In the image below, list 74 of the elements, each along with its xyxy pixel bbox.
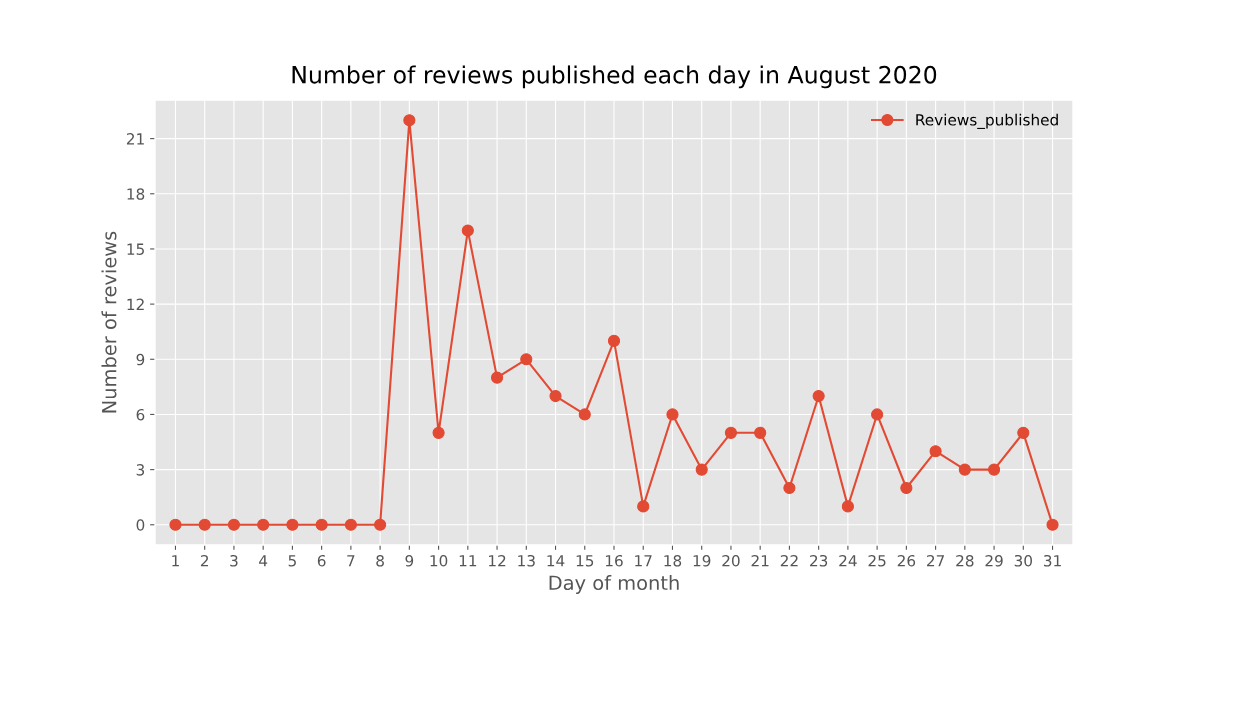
chart-title: Number of reviews published each day in August 2020 [292,65,937,89]
point [227,518,241,531]
y-tick-label: 21 [126,133,144,145]
point [812,389,825,403]
x-tick-label: 23 [810,554,828,567]
x-tick-label: 3 [230,554,238,567]
y-tick-label: 3 [136,464,145,476]
x-tick-label: 17 [635,555,652,567]
point [666,408,679,421]
x-tick-label: 31 [1043,554,1061,567]
x-tick-label: 8 [376,554,384,567]
point [490,371,504,384]
x-tick-label: 11 [459,555,477,567]
point [374,518,387,531]
point [578,408,591,421]
point [461,224,474,237]
point [754,426,767,439]
point [841,500,854,513]
x-tick-label: 4 [259,555,268,567]
point [637,500,650,513]
x-tick-label: 13 [518,554,535,567]
point [169,518,182,531]
y-tick-label: 12 [127,298,144,310]
x-tick-label: 7 [347,555,355,567]
point [286,518,299,531]
point [549,389,562,403]
point [432,426,445,439]
x-tick-label: 12 [489,554,506,567]
x-tick-label: 5 [288,555,296,567]
x-tick-label: 30 [1014,554,1033,567]
x-tick-label: 2 [200,554,209,567]
point [257,518,270,531]
point [1017,426,1030,439]
y-tick-label: 9 [136,353,145,366]
x-tick-label: 16 [605,554,623,567]
x-tick-label: 26 [897,554,916,567]
y-tick-label: 6 [136,408,145,421]
legend-label: Reviews_published [916,113,1058,129]
point [724,426,738,439]
point [871,408,884,421]
x-tick-label: 29 [985,554,1003,567]
y-tick-label: 18 [127,188,145,200]
x-tick-label: 1 [172,555,179,567]
x-tick-label: 24 [839,554,857,567]
point [900,481,913,495]
point [695,463,708,476]
x-tick-label: 15 [576,555,594,567]
point [783,481,796,495]
x-tick-label: 22 [780,554,798,567]
x-tick-label: 25 [868,554,886,567]
x-tick-label: 28 [956,554,974,567]
x-tick-label: 10 [430,554,448,567]
x-axis-title: Day of month [549,575,679,594]
x-tick-label: 6 [317,554,326,567]
y-axis-title: Number of reviews [101,231,117,413]
x-tick-label: 18 [664,554,682,567]
point [344,518,357,531]
point [958,463,971,476]
point [520,353,533,366]
x-tick-label: 21 [751,554,769,567]
y-tick-label: 15 [127,243,144,255]
point [315,518,328,531]
x-tick-label: 19 [693,554,711,567]
point [929,445,942,458]
point [403,114,416,127]
x-tick-label: 20 [722,554,740,567]
point [198,518,211,531]
point [607,334,621,347]
point [987,463,1001,476]
point [1046,518,1059,531]
x-tick-label: 27 [926,554,945,567]
x-tick-label: 14 [547,555,565,567]
y-tick-label: 0 [136,519,145,531]
x-tick-label: 9 [405,554,414,567]
